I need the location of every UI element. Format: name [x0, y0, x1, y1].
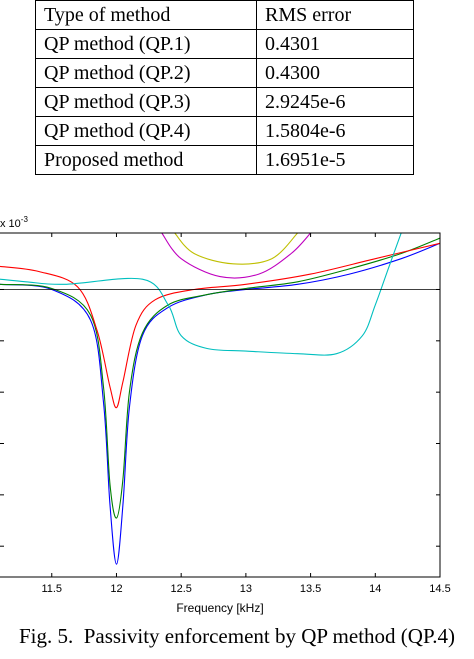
y-exponent-label: x 10-3 — [0, 215, 28, 230]
x-tick-label: 11.5 — [41, 583, 62, 595]
figure-caption: Fig. 5. Passivity enforcement by QP meth… — [0, 624, 474, 649]
caption-label: Fig. 5. — [18, 624, 74, 648]
x-tick-label: 13.5 — [300, 583, 321, 595]
method-cell: Proposed method — [35, 145, 257, 175]
header-method: Type of method — [35, 0, 257, 30]
x-tick-label: 14 — [369, 583, 381, 595]
rms-error-table: Type of method RMS error QP method (QP.1… — [35, 0, 414, 175]
series-line-4 — [0, 233, 402, 356]
rms-cell: 2.9245e-6 — [256, 87, 414, 117]
rms-cell: 0.4300 — [256, 58, 414, 88]
rms-cell: 0.4301 — [256, 29, 414, 59]
series-line-5 — [161, 233, 312, 279]
results-table-wrapper: Type of method RMS error QP method (QP.1… — [35, 0, 414, 175]
series-line-6 — [174, 233, 298, 265]
table-row: Proposed method 1.6951e-5 — [35, 145, 414, 175]
table-row: QP method (QP.4) 1.5804e-6 — [35, 116, 414, 146]
rms-cell: 1.6951e-5 — [256, 145, 414, 175]
table-row: QP method (QP.2) 0.4300 — [35, 58, 414, 88]
caption-text: Passivity enforcement by QP method (QP.4… — [83, 624, 456, 648]
table-row: QP method (QP.3) 2.9245e-6 — [35, 87, 414, 117]
x-tick-label: 13 — [240, 583, 252, 595]
x-tick-label: 12 — [110, 583, 122, 595]
series-line-1 — [0, 242, 440, 565]
x-axis-label: Frequency [kHz] — [176, 601, 263, 615]
series-line-3 — [0, 242, 440, 409]
x-tick-label: 12.5 — [170, 583, 191, 595]
method-cell: QP method (QP.2) — [35, 58, 257, 88]
header-rms: RMS error — [256, 0, 414, 30]
table-row: QP method (QP.1) 0.4301 — [35, 29, 414, 59]
series-line-2 — [0, 237, 440, 519]
method-cell: QP method (QP.4) — [35, 116, 257, 146]
table-header-row: Type of method RMS error — [35, 0, 414, 30]
rms-cell: 1.5804e-6 — [256, 116, 414, 146]
x-tick-label: 14.5 — [429, 583, 450, 595]
method-cell: QP method (QP.3) — [35, 87, 257, 117]
plot-frame — [0, 232, 441, 578]
